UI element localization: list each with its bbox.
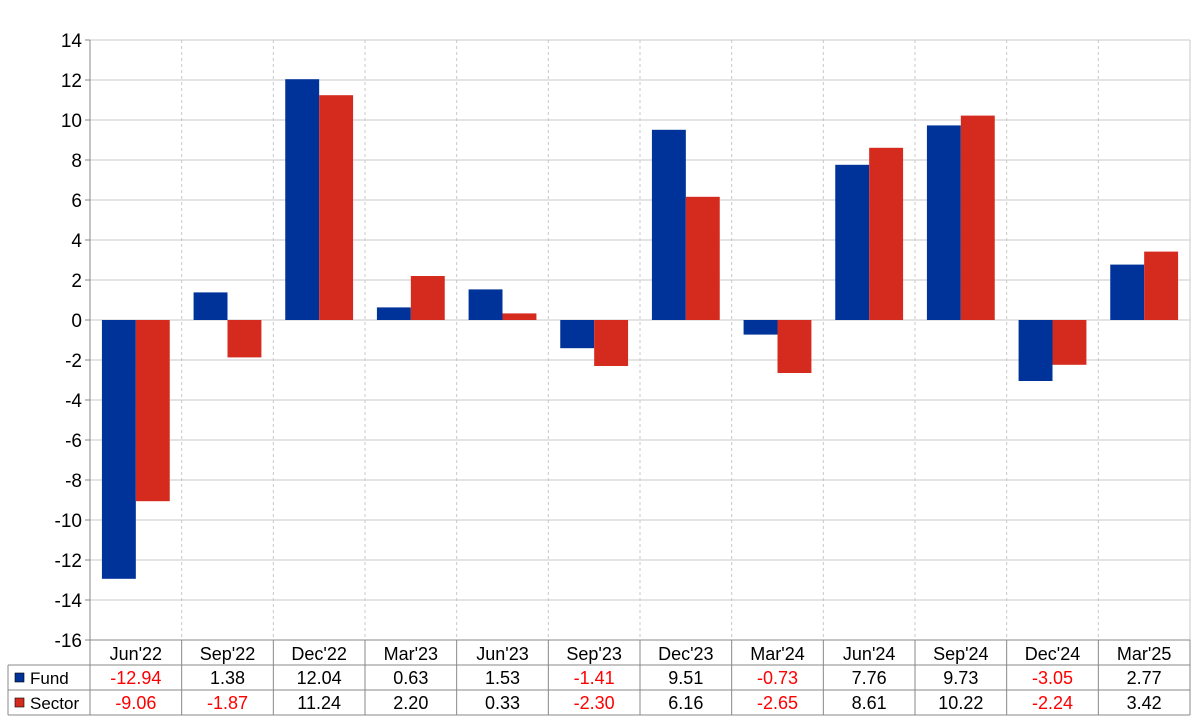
data-label-sector: 3.42 bbox=[1127, 693, 1162, 713]
legend-swatch-fund bbox=[14, 672, 25, 683]
bar-fund bbox=[193, 292, 228, 320]
bar-fund bbox=[101, 320, 136, 579]
category-label: Dec'22 bbox=[291, 644, 346, 664]
bar-sector bbox=[777, 320, 812, 373]
bar-sector bbox=[1144, 251, 1179, 320]
data-label-sector: 11.24 bbox=[297, 693, 341, 713]
bar-fund bbox=[1110, 264, 1145, 320]
category-label: Sep'22 bbox=[200, 644, 256, 664]
data-label-fund: -1.41 bbox=[574, 668, 615, 688]
category-label: Mar'25 bbox=[1117, 644, 1171, 664]
y-tick-label: -10 bbox=[55, 511, 82, 532]
y-axis: -16 -14 -12 -10 -8 -6 -4 -2 0 2 4 6 8 10 12 14 bbox=[55, 31, 1191, 652]
data-label-fund: 1.53 bbox=[485, 668, 520, 688]
category-label: Sep'24 bbox=[933, 644, 989, 664]
y-tick-label: 2 bbox=[71, 271, 82, 292]
bar-sector bbox=[502, 313, 537, 320]
y-tick-label: 0 bbox=[71, 311, 82, 332]
bar-fund bbox=[926, 125, 961, 321]
legend-swatch-sector bbox=[14, 697, 25, 708]
data-label-sector: 10.22 bbox=[938, 693, 983, 713]
grid bbox=[90, 39, 1190, 641]
data-label-fund: -0.73 bbox=[757, 668, 798, 688]
bar-fund bbox=[560, 320, 595, 349]
data-label-fund: 9.51 bbox=[668, 668, 703, 688]
category-label: Jun'24 bbox=[843, 644, 895, 664]
data-label-fund: 0.63 bbox=[393, 668, 428, 688]
bar-sector bbox=[410, 276, 445, 320]
data-label-sector: -2.24 bbox=[1032, 693, 1073, 713]
bar-fund bbox=[285, 79, 320, 320]
category-label: Dec'23 bbox=[658, 644, 713, 664]
bar-sector bbox=[1052, 320, 1087, 365]
bar-sector bbox=[869, 147, 904, 320]
data-label-fund: 1.38 bbox=[210, 668, 245, 688]
data-label-fund: 7.76 bbox=[852, 668, 887, 688]
y-tick-label: -14 bbox=[55, 591, 83, 612]
data-label-sector: 2.20 bbox=[393, 693, 428, 713]
data-table: Jun'22 Sep'22 Dec'22 Mar'23 Jun'23 Sep'23 Dec'… bbox=[7, 639, 1191, 716]
bar-sector bbox=[135, 320, 170, 502]
y-tick-label: -2 bbox=[65, 351, 82, 372]
data-label-fund: 9.73 bbox=[943, 668, 978, 688]
y-tick-label: -8 bbox=[65, 471, 82, 492]
bar-sector bbox=[960, 115, 995, 320]
bar-sector bbox=[594, 320, 629, 366]
category-label: Jun'23 bbox=[476, 644, 528, 664]
bar-fund bbox=[743, 320, 778, 335]
legend-label-sector: Sector bbox=[30, 694, 79, 713]
data-label-fund: 2.77 bbox=[1127, 668, 1162, 688]
category-label: Mar'24 bbox=[750, 644, 804, 664]
data-label-sector: -9.06 bbox=[115, 693, 156, 713]
category-label: Jun'22 bbox=[110, 644, 162, 664]
y-tick-label: -4 bbox=[65, 391, 82, 412]
data-label-sector: 0.33 bbox=[485, 693, 520, 713]
data-label-fund: -12.94 bbox=[110, 668, 161, 688]
data-label-fund: 12.04 bbox=[297, 668, 342, 688]
bar-fund bbox=[835, 164, 870, 320]
y-tick-label: 10 bbox=[61, 111, 82, 132]
category-label: Sep'23 bbox=[566, 644, 622, 664]
bar-sector bbox=[685, 196, 720, 320]
bar-sector bbox=[319, 95, 354, 320]
y-tick-label: -16 bbox=[55, 631, 82, 652]
bar-sector bbox=[227, 320, 262, 358]
bar-fund bbox=[468, 289, 503, 320]
y-tick-label: 12 bbox=[61, 71, 82, 92]
y-tick-label: 4 bbox=[71, 231, 82, 252]
bar-fund bbox=[376, 307, 411, 320]
data-label-sector: -2.65 bbox=[757, 693, 798, 713]
y-tick-label: -12 bbox=[55, 551, 82, 572]
y-tick-label: 8 bbox=[71, 151, 82, 172]
data-label-sector: 8.61 bbox=[852, 693, 887, 713]
category-label: Dec'24 bbox=[1025, 644, 1080, 664]
legend-label-fund: Fund bbox=[30, 669, 69, 688]
data-label-sector: 6.16 bbox=[668, 693, 703, 713]
bar-fund bbox=[1018, 320, 1053, 381]
y-tick-label: 6 bbox=[71, 191, 82, 212]
data-label-sector: -1.87 bbox=[207, 693, 248, 713]
data-label-sector: -2.30 bbox=[574, 693, 615, 713]
category-label: Mar'23 bbox=[384, 644, 438, 664]
data-label-fund: -3.05 bbox=[1032, 668, 1073, 688]
bar-fund bbox=[651, 129, 686, 320]
y-tick-label: -6 bbox=[65, 431, 82, 452]
bars bbox=[101, 79, 1179, 579]
y-tick-label: 14 bbox=[61, 31, 83, 52]
